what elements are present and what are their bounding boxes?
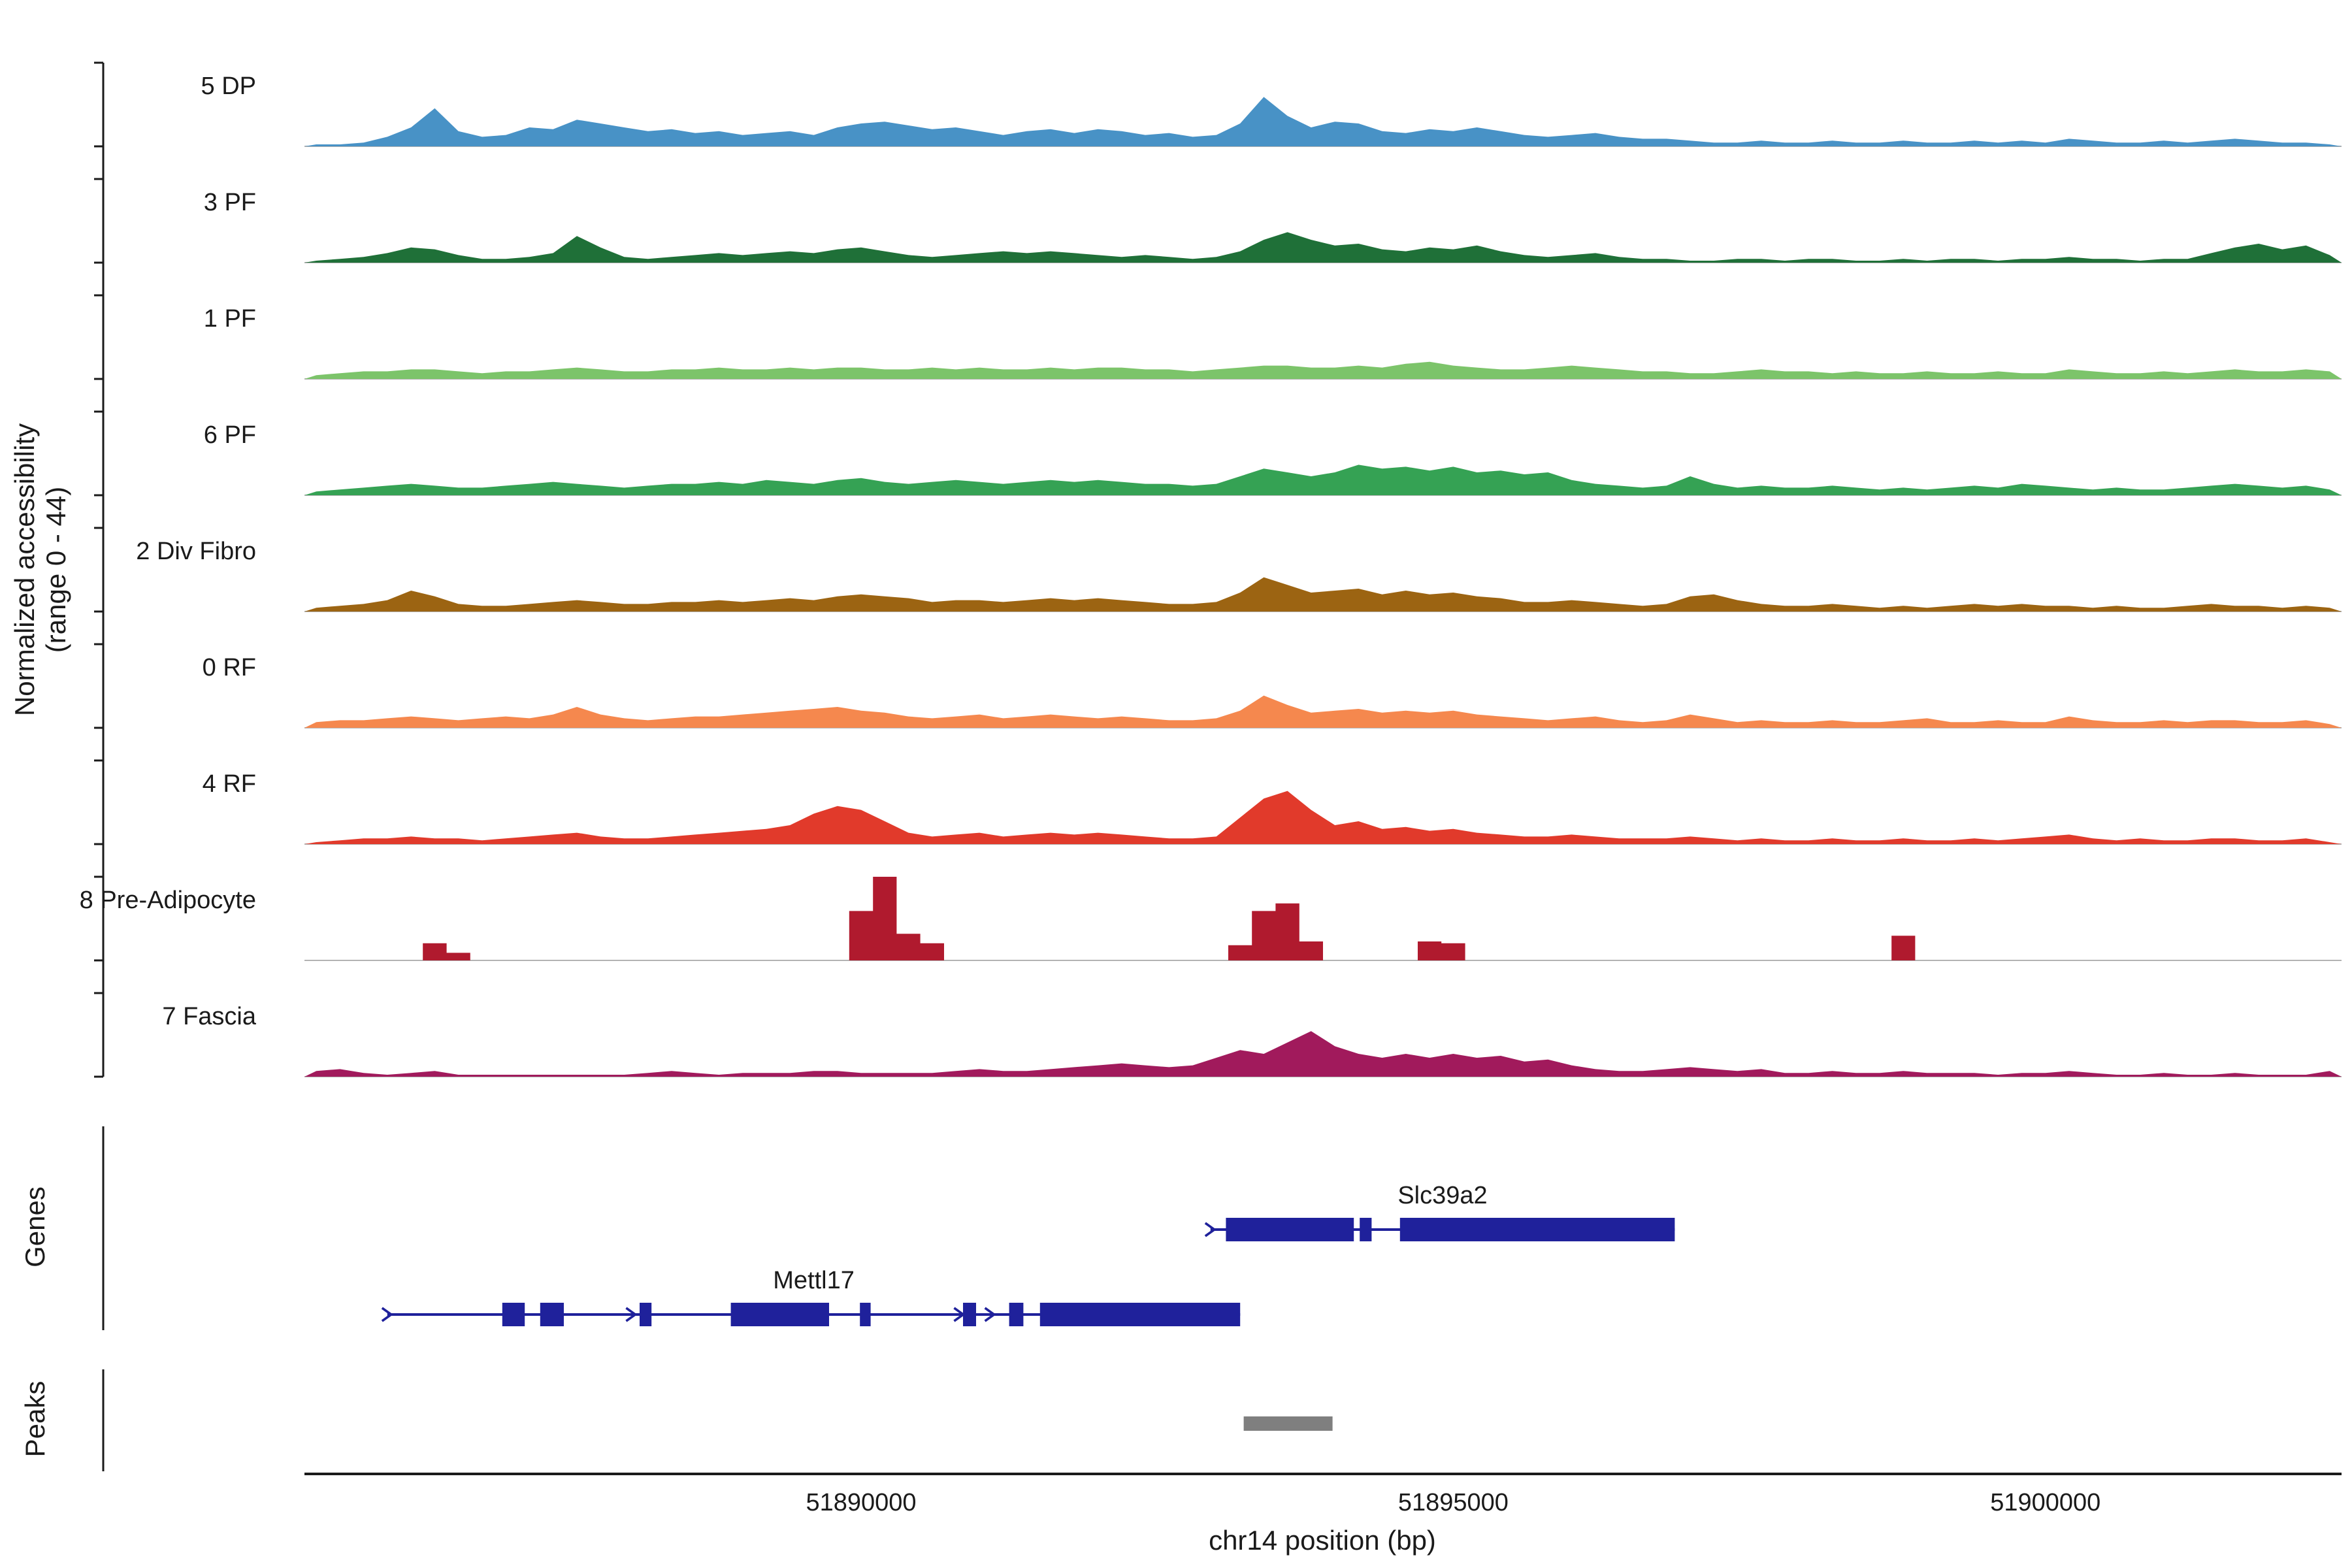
- track-label-5-dp: 5 DP: [201, 73, 256, 100]
- y-axis-label-line2: (range 0 - 44): [41, 487, 71, 653]
- exon-Mettl17-4: [730, 1303, 829, 1326]
- exon-Mettl17-1: [502, 1303, 525, 1326]
- signal-area-2-div-fibro: [304, 577, 2342, 612]
- track-label-2-div-fibro: 2 Div Fibro: [136, 538, 256, 565]
- strand-arrow-icon: [625, 1307, 638, 1322]
- peak-1: [1243, 1416, 1333, 1431]
- peaks-layer: [1243, 1416, 1333, 1431]
- exon-Mettl17-7: [1009, 1303, 1024, 1326]
- exon-Slc39a2-2: [1360, 1218, 1372, 1241]
- signal-area-7-fascia: [304, 1031, 2342, 1077]
- exon-Mettl17-8: [1039, 1303, 1241, 1326]
- gene-label-Slc39a2: Slc39a2: [1397, 1182, 1487, 1209]
- y-axis-label-line1: Normalized accessibility: [9, 423, 40, 716]
- exon-Mettl17-2: [540, 1303, 564, 1326]
- exon-Mettl17-6: [963, 1303, 976, 1326]
- exon-Mettl17-5: [860, 1303, 871, 1326]
- x-axis-layer: 51890000 51895000 51900000: [304, 1473, 2342, 1516]
- signal-area-8-pre-adipocyte: [304, 877, 2342, 960]
- track-label-7-fascia: 7 Fascia: [162, 1003, 256, 1030]
- track-label-3-pf: 3 PF: [204, 189, 256, 216]
- signal-area-1-pf: [304, 361, 2342, 379]
- gene-label-Mettl17: Mettl17: [773, 1267, 855, 1294]
- signal-area-6-pf: [304, 465, 2342, 495]
- x-tick-label-51900000: 51900000: [1990, 1489, 2100, 1516]
- genes-section-label: Genes: [20, 1186, 50, 1267]
- signal-area-3-pf: [304, 232, 2342, 263]
- track-label-6-pf: 6 PF: [204, 421, 256, 449]
- strand-arrow-icon: [1204, 1222, 1217, 1237]
- track-label-4-rf: 4 RF: [203, 770, 256, 798]
- exon-Mettl17-3: [640, 1303, 652, 1326]
- signal-area-0-rf: [304, 695, 2342, 728]
- genes-layer: Slc39a2 Mettl17: [381, 1182, 1675, 1326]
- x-tick-label-51895000: 51895000: [1398, 1489, 1509, 1516]
- exon-Slc39a2-3: [1399, 1218, 1675, 1241]
- exon-Slc39a2-1: [1226, 1218, 1354, 1241]
- strand-arrow-icon: [984, 1307, 996, 1322]
- signal-area-5-dp: [304, 97, 2342, 146]
- track-label-0-rf: 0 RF: [203, 654, 256, 681]
- track-label-1-pf: 1 PF: [204, 305, 256, 333]
- x-axis-title: chr14 position (bp): [1209, 1525, 1436, 1556]
- strand-arrow-icon: [381, 1307, 393, 1322]
- track-label-8-pre-adipocyte: 8 Pre-Adipocyte: [80, 887, 256, 914]
- peaks-section-label: Peaks: [20, 1381, 50, 1458]
- x-tick-label-51890000: 51890000: [806, 1489, 916, 1516]
- tracks-layer: 5 DP 3 PF 1 PF 6 PF 2 Div Fibro 0 RF 4 RF 8 Pre…: [80, 61, 2342, 1078]
- signal-area-4-rf: [304, 791, 2342, 844]
